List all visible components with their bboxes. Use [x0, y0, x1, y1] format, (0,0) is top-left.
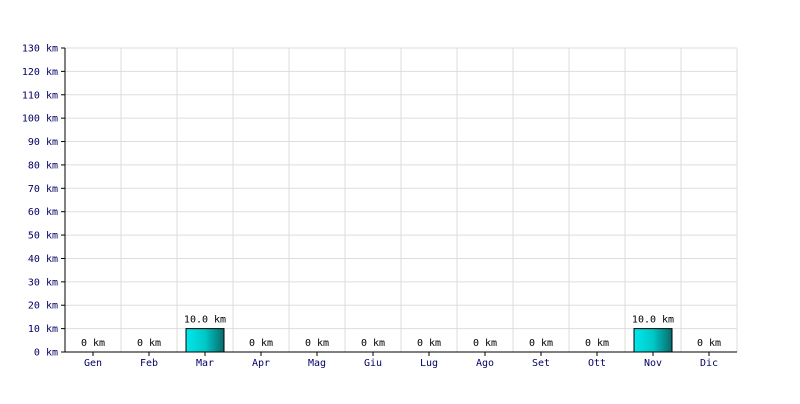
- value-label-ott: 0 km: [585, 338, 609, 349]
- y-tick-label: 110 km: [22, 90, 58, 101]
- x-tick-label: Mar: [196, 358, 214, 369]
- y-tick-label: 80 km: [28, 160, 58, 171]
- x-tick-label: Set: [532, 358, 550, 369]
- value-label-nov: 10.0 km: [632, 315, 674, 326]
- x-tick-label: Gen: [84, 358, 102, 369]
- y-tick-label: 100 km: [22, 114, 58, 125]
- y-tick-label: 70 km: [28, 184, 58, 195]
- y-tick-label: 50 km: [28, 231, 58, 242]
- y-tick-label: 120 km: [22, 67, 58, 78]
- value-label-gen: 0 km: [81, 338, 105, 349]
- y-tick-label: 60 km: [28, 207, 58, 218]
- x-tick-label: Ago: [476, 358, 494, 369]
- x-tick-label: Lug: [420, 358, 438, 369]
- x-tick-label: Apr: [252, 358, 270, 369]
- x-tick-label: Dic: [700, 358, 718, 369]
- value-label-mag: 0 km: [305, 338, 329, 349]
- axes: [61, 47, 737, 356]
- y-tick-label: 20 km: [28, 301, 58, 312]
- value-labels: 0 km 0 km 10.0 km 0 km 0 km 0 km 0 km 0 km 0 km 0…: [81, 315, 721, 349]
- value-label-mar: 10.0 km: [184, 315, 226, 326]
- x-tick-label: Feb: [140, 358, 158, 369]
- grid: [65, 47, 738, 352]
- y-tick-label: 30 km: [28, 277, 58, 288]
- y-tick-labels: 0 km 10 km 20 km 30 km 40 km 50 km 60 km 70 km 8…: [22, 44, 58, 359]
- value-label-lug: 0 km: [417, 338, 441, 349]
- y-tick-label: 130 km: [22, 44, 58, 55]
- y-tick-label: 10 km: [28, 324, 58, 335]
- y-tick-label: 90 km: [28, 137, 58, 148]
- value-label-feb: 0 km: [137, 338, 161, 349]
- x-tick-label: Nov: [644, 358, 662, 369]
- y-tick-label: 0 km: [34, 348, 58, 359]
- x-tick-label: Mag: [308, 358, 326, 369]
- x-tick-labels: Gen Feb Mar Apr Mag Giu Lug Ago Set Ott Nov Dic: [84, 358, 718, 369]
- value-label-giu: 0 km: [361, 338, 385, 349]
- bar-nov: [633, 328, 673, 353]
- value-label-dic: 0 km: [697, 338, 721, 349]
- value-label-ago: 0 km: [473, 338, 497, 349]
- value-label-apr: 0 km: [249, 338, 273, 349]
- y-tick-label: 40 km: [28, 254, 58, 265]
- value-label-set: 0 km: [529, 338, 553, 349]
- x-tick-label: Ott: [588, 358, 606, 369]
- bar-mar: [185, 328, 225, 353]
- x-tick-label: Giu: [364, 358, 382, 369]
